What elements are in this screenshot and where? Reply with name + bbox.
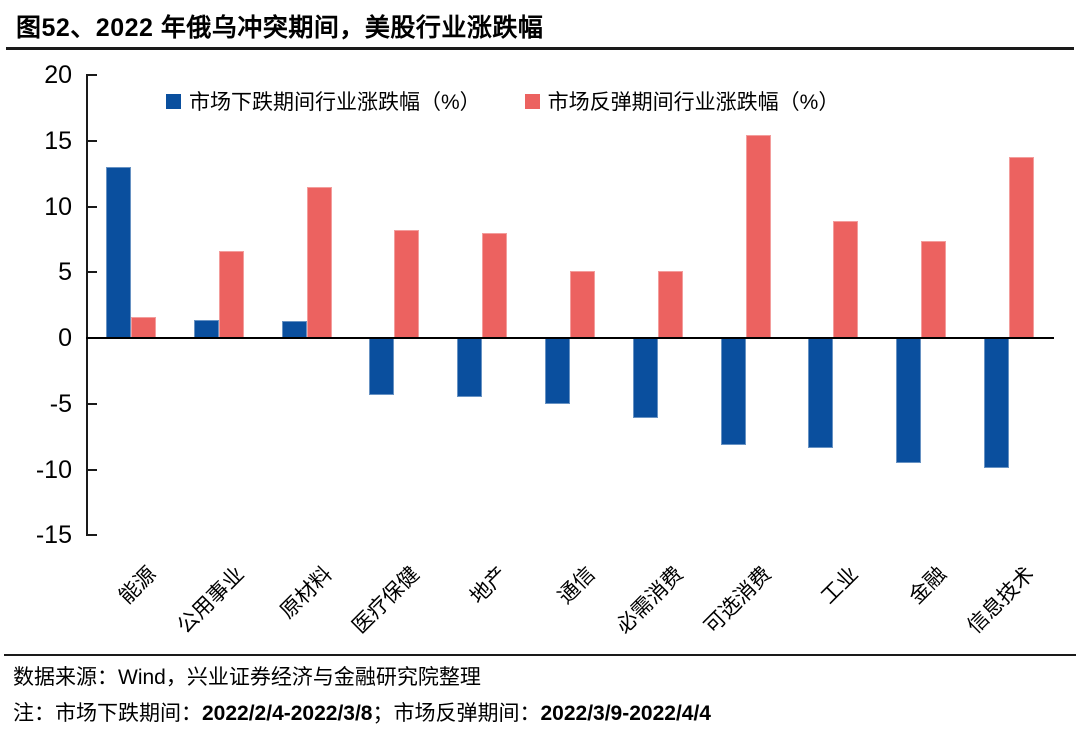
title-divider — [6, 47, 1074, 50]
chart-legend: 市场下跌期间行业涨跌幅（%） 市场反弹期间行业涨跌幅（%） — [166, 86, 839, 116]
footnote-prefix: 注：市场下跌期间： — [13, 702, 202, 725]
rebound-bar — [1009, 156, 1035, 338]
footer-divider — [4, 654, 1076, 656]
footnote-decline-period: 2022/2/4-2022/3/8 — [202, 702, 373, 725]
x-axis-zero-line — [86, 337, 1054, 339]
decline-bar — [281, 320, 307, 338]
y-axis-tick — [86, 74, 97, 76]
legend-item-decline: 市场下跌期间行业涨跌幅（%） — [166, 86, 481, 116]
legend-swatch-decline-icon — [166, 93, 181, 109]
y-axis-line — [86, 74, 88, 536]
decline-bar — [193, 319, 219, 338]
legend-label-rebound: 市场反弹期间行业涨跌幅（%） — [547, 91, 840, 114]
y-axis-tick — [86, 534, 97, 537]
rebound-bar — [394, 230, 420, 338]
decline-bar — [896, 338, 922, 463]
x-axis-label: 金融 — [905, 562, 952, 609]
y-axis-tick — [86, 271, 97, 274]
legend-item-rebound: 市场反弹期间行业涨跌幅（%） — [524, 86, 840, 116]
y-axis-label: -5 — [49, 389, 72, 418]
x-axis-label: 工业 — [817, 562, 864, 609]
rebound-bar — [482, 232, 508, 338]
rebound-bar — [921, 240, 947, 338]
footnote-separator: ；市场反弹期间： — [372, 702, 541, 725]
decline-bar — [720, 338, 746, 445]
y-axis-tick — [86, 468, 97, 471]
y-axis-label: 20 — [44, 61, 72, 89]
y-axis-label: -10 — [35, 455, 72, 484]
footnote-rebound-period: 2022/3/9-2022/4/4 — [540, 702, 711, 725]
x-axis-label: 信息技术 — [963, 562, 1039, 639]
decline-bar — [457, 338, 483, 398]
y-axis-label: 10 — [44, 192, 72, 221]
y-axis-label: -15 — [35, 521, 72, 550]
decline-bar — [369, 338, 395, 395]
rebound-bar — [130, 316, 156, 338]
legend-label-decline: 市场下跌期间行业涨跌幅（%） — [189, 91, 481, 114]
decline-bar — [808, 338, 834, 449]
rebound-bar — [833, 220, 859, 338]
decline-bar — [105, 167, 131, 338]
y-axis-label: 5 — [58, 258, 72, 287]
decline-bar — [984, 338, 1010, 469]
rebound-bar — [306, 186, 332, 338]
data-source: 数据来源：Wind，兴业证券经济与金融研究院整理 — [13, 666, 481, 689]
legend-swatch-rebound-icon — [524, 93, 540, 109]
y-axis-tick — [86, 205, 97, 208]
y-axis-tick — [86, 402, 97, 405]
footnote: 注：市场下跌期间：2022/2/4-2022/3/8；市场反弹期间：2022/3… — [13, 697, 711, 727]
rebound-bar — [657, 270, 683, 338]
decline-bar — [632, 338, 658, 419]
rebound-bar — [570, 270, 595, 338]
y-axis-label: 15 — [44, 126, 72, 155]
rebound-bar — [745, 135, 771, 338]
decline-bar — [545, 338, 570, 404]
figure-title: 图52、2022 年俄乌冲突期间，美股行业涨跌幅 — [16, 14, 544, 42]
rebound-bar — [218, 251, 244, 338]
y-axis-label: 0 — [58, 324, 72, 352]
y-axis-tick — [86, 139, 97, 142]
